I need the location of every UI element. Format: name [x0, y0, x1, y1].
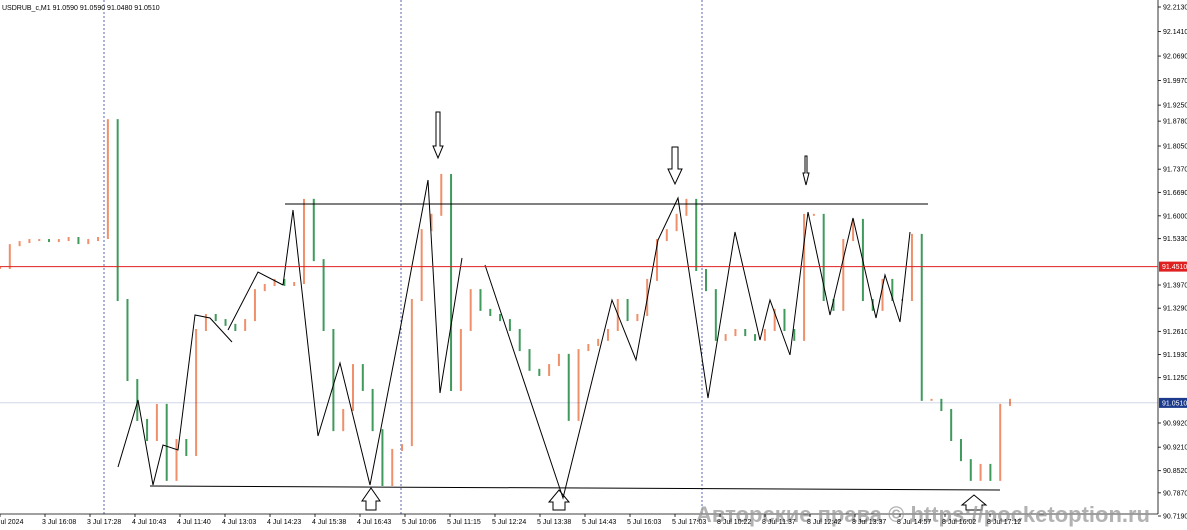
y-tick-label: 91.8050: [1163, 144, 1187, 151]
zigzag: [282, 179, 463, 486]
x-tick-label: 8 Jul 11:37: [762, 519, 796, 526]
price-tag-label: 91.0510: [1162, 400, 1187, 407]
x-tick-label: 8 Jul 13:37: [852, 519, 886, 526]
arrow-down: [802, 155, 810, 186]
y-tick-label: 90.7190: [1163, 514, 1187, 521]
drawings: [117, 111, 1001, 511]
x-tick-label: 5 Jul 17:03: [672, 519, 706, 526]
x-tick-label: 4 Jul 16:43: [357, 519, 391, 526]
y-tick-label: 91.3970: [1163, 283, 1187, 290]
chart-title: USDRUB_c,M1 91.0590 91.0590 91.0480 91.0…: [2, 5, 160, 12]
arrow-up: [547, 489, 571, 511]
y-tick-label: 92.1410: [1163, 29, 1187, 36]
x-tick-label: 4 Jul 11:40: [177, 519, 211, 526]
zigzag: [117, 314, 233, 486]
arrow-up: [960, 494, 988, 511]
x-tick-label: 4 Jul 10:43: [132, 519, 166, 526]
x-tick-label: 4 Jul 14:23: [267, 519, 301, 526]
zigzag: [227, 271, 284, 331]
arrow-down: [432, 111, 444, 160]
y-tick-label: 90.8520: [1163, 468, 1187, 475]
y-tick-label: 91.1250: [1163, 375, 1187, 382]
price-tag-label: 91.4510: [1162, 264, 1187, 271]
x-tick-label: 8 Jul 17:12: [987, 519, 1021, 526]
zigzag: [484, 196, 911, 500]
y-tick-label: 91.5330: [1163, 236, 1187, 243]
separators: [103, 0, 703, 514]
y-tick-label: 91.7370: [1163, 167, 1187, 174]
support-line: [149, 485, 1001, 491]
y-tick-label: 91.6690: [1163, 190, 1187, 197]
x-tick-label: 5 Jul 14:43: [582, 519, 616, 526]
y-tick-label: 91.9970: [1163, 78, 1187, 85]
x-tick-label: 5 Jul 12:24: [492, 519, 526, 526]
y-tick-label: 91.3290: [1163, 306, 1187, 313]
x-tick-label: 8 Jul 16:02: [942, 519, 976, 526]
x-tick-label: 4 Jul 13:03: [222, 519, 256, 526]
arrow-up: [361, 487, 381, 511]
x-tick-label: 5 Jul 10:06: [402, 519, 436, 526]
arrow-down: [667, 146, 683, 186]
y-tick-label: 91.6000: [1163, 213, 1187, 220]
x-tick-label: 8 Jul 10:22: [717, 519, 751, 526]
y-tick-label: 91.9250: [1163, 103, 1187, 110]
watermark: Авторские права © https://pocketoption.r…: [696, 502, 1150, 527]
y-tick-label: 91.1930: [1163, 352, 1187, 359]
x-tick-label: 5 Jul 13:38: [537, 519, 571, 526]
x-tick-label: 8 Jul 14:57: [897, 519, 931, 526]
y-tick-label: 90.9920: [1163, 420, 1187, 427]
y-tick-label: 92.0690: [1163, 54, 1187, 61]
y-tick-label: 91.2610: [1163, 329, 1187, 336]
y-tick-label: 92.2130: [1163, 5, 1187, 12]
y-tick-label: 90.9210: [1163, 445, 1187, 452]
x-tick-label: 8 Jul 12:42: [807, 519, 841, 526]
x-tick-label: 3 Jul 16:08: [42, 519, 76, 526]
y-tick-label: 91.8780: [1163, 119, 1187, 126]
x-tick-label: 5 Jul 16:03: [627, 519, 661, 526]
y-tick-label: 90.7870: [1163, 490, 1187, 497]
x-tick-label: 4 Jul 15:38: [312, 519, 346, 526]
x-tick-label: 5 Jul 11:15: [447, 519, 481, 526]
price-tag: [1159, 397, 1187, 408]
price-tag: [1159, 261, 1187, 272]
x-tick-label: Jul 2024: [0, 519, 24, 526]
x-tick-label: 3 Jul 17:28: [87, 519, 121, 526]
bars: [0, 119, 1011, 486]
